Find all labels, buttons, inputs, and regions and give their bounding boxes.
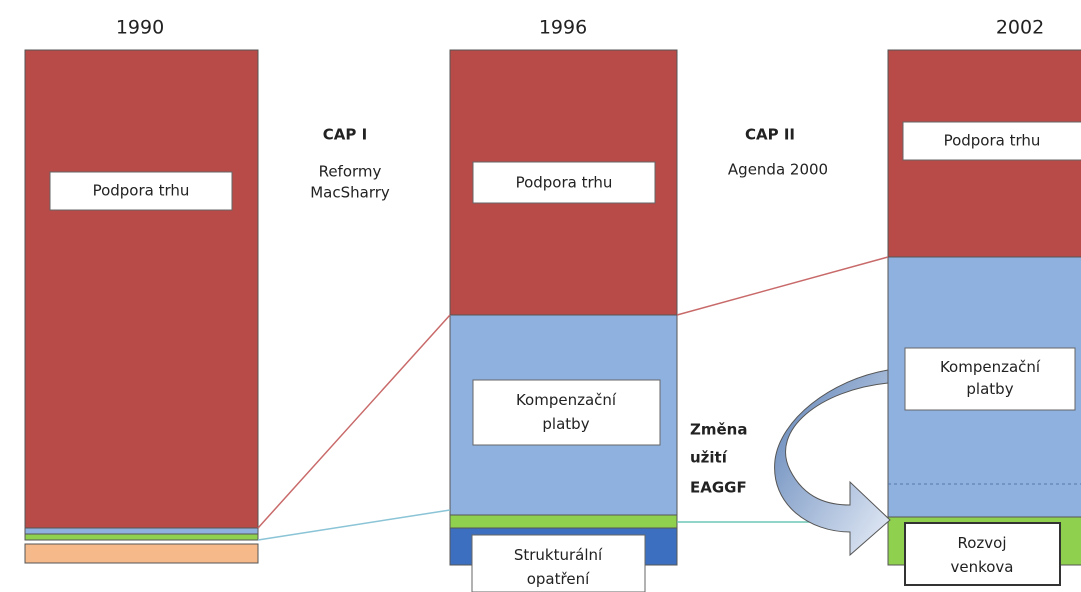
connector bbox=[676, 256, 889, 316]
label-box bbox=[472, 161, 656, 204]
year: 2002 bbox=[996, 17, 1044, 39]
reform-title: CAP I bbox=[323, 126, 367, 144]
label-box bbox=[902, 121, 1081, 161]
connector bbox=[257, 509, 451, 541]
label: Podpora trhu bbox=[93, 182, 190, 200]
label-box bbox=[49, 171, 233, 211]
label: Podpora trhu bbox=[516, 174, 613, 192]
label-box bbox=[904, 347, 1076, 411]
label: Kompenzační platby bbox=[516, 391, 617, 433]
shift-text: Změna bbox=[690, 421, 747, 439]
shift-text: užití bbox=[690, 449, 728, 467]
reform-text: MacSharry bbox=[310, 184, 390, 202]
label-box bbox=[471, 534, 646, 592]
label: Podpora trhu bbox=[944, 132, 1041, 150]
reform-text: Agenda 2000 bbox=[728, 161, 828, 179]
label: Kompenzační platby bbox=[940, 358, 1041, 398]
market-segment bbox=[24, 49, 259, 529]
label: Strukturální opatření bbox=[514, 546, 603, 588]
label-box bbox=[472, 379, 661, 446]
arrow bbox=[774, 369, 891, 557]
year: 1990 bbox=[116, 17, 164, 39]
shift-text: EAGGF bbox=[690, 479, 747, 497]
rural-segment bbox=[24, 533, 259, 541]
label: Rozvoj venkova bbox=[950, 534, 1013, 576]
label-box bbox=[904, 522, 1061, 586]
rural-segment bbox=[449, 514, 678, 529]
year: 1996 bbox=[539, 17, 587, 39]
connector bbox=[257, 314, 451, 529]
reform-title: CAP II bbox=[745, 126, 795, 144]
reform-text: Reformy bbox=[319, 163, 382, 181]
structural-segment bbox=[24, 543, 259, 564]
compensation-segment bbox=[24, 527, 259, 535]
